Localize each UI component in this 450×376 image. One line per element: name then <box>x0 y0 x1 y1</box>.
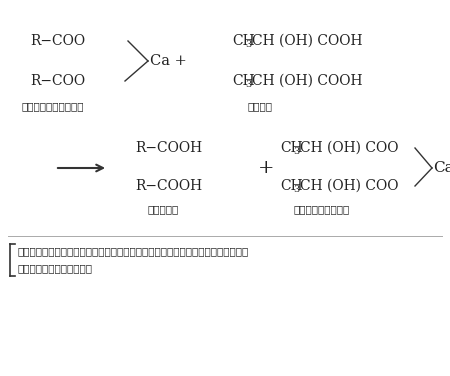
Text: Ca +: Ca + <box>150 54 187 68</box>
Text: 人の汚れ成分である、水に不溶性の脂肪酸カルシウムが乳酸と反応し、水に溶解性: 人の汚れ成分である、水に不溶性の脂肪酸カルシウムが乳酸と反応し、水に溶解性 <box>18 246 249 256</box>
Text: Ca: Ca <box>433 161 450 175</box>
Text: CH (OH) COOH: CH (OH) COOH <box>252 74 362 88</box>
Text: R−COO: R−COO <box>30 34 85 48</box>
Text: R−COO: R−COO <box>30 74 85 88</box>
Text: CH: CH <box>232 74 255 88</box>
Text: （脂肪酸）: （脂肪酸） <box>148 204 179 214</box>
Text: R−COOH: R−COOH <box>135 179 202 193</box>
Text: （乳酸）: （乳酸） <box>248 101 273 111</box>
Text: （脂肪酸カルシウム）: （脂肪酸カルシウム） <box>22 101 85 111</box>
Text: CH: CH <box>232 34 255 48</box>
Text: 3: 3 <box>246 80 252 89</box>
Text: CH (OH) COOH: CH (OH) COOH <box>252 34 362 48</box>
Text: の乳酸カルシウムとなる。: の乳酸カルシウムとなる。 <box>18 263 93 273</box>
Text: R−COOH: R−COOH <box>135 141 202 155</box>
Text: CH (OH) COO: CH (OH) COO <box>300 179 398 193</box>
Text: 3: 3 <box>293 147 300 156</box>
Text: CH (OH) COO: CH (OH) COO <box>300 141 398 155</box>
Text: +: + <box>258 159 274 177</box>
Text: 3: 3 <box>246 40 252 49</box>
Text: CH: CH <box>280 179 302 193</box>
Text: 3: 3 <box>293 185 300 194</box>
Text: CH: CH <box>280 141 302 155</box>
Text: （乳酸カルシウム）: （乳酸カルシウム） <box>294 204 350 214</box>
